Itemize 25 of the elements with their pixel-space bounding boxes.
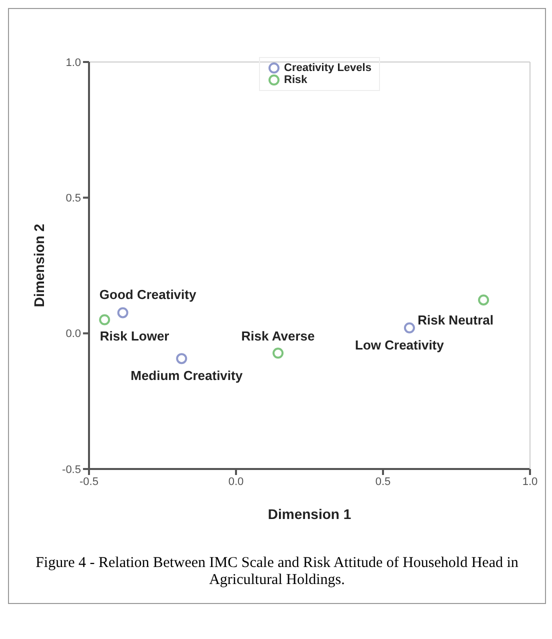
y-tick-label: 0.0 [66, 328, 81, 340]
point [176, 353, 188, 364]
annotation: Risk Averse [241, 328, 315, 344]
caption: Figure 4 - Relation Between IMC Scale and Risk Attitude of Household Head in Agricultural Holdings. [34, 554, 520, 590]
annotation: Risk Lower [100, 328, 170, 344]
point [117, 307, 128, 318]
y-tick-label: 0.5 [66, 192, 81, 205]
x-tick-label: 0.5 [375, 476, 391, 488]
x-tick-label: 1.0 [522, 476, 538, 488]
x-tick-label: -0.5 [80, 476, 98, 488]
y-tick-label: 1.0 [66, 56, 81, 69]
point [272, 348, 284, 359]
x-tick-label: 0.0 [228, 476, 244, 488]
x-axis-title: Dimension 1 [268, 506, 352, 522]
point [404, 322, 415, 334]
legend-label: Creativity Levels [284, 62, 372, 74]
annotation: Low Creativity [355, 337, 445, 352]
point [478, 294, 490, 306]
legend-label: Risk [284, 74, 308, 86]
annotation: Good Creativity [99, 287, 197, 302]
y-axis-title: Dimension 2 [30, 224, 47, 308]
annotation: Medium Creativity [130, 368, 244, 384]
point [99, 314, 110, 326]
y-tick-label: -0.5 [62, 464, 81, 476]
annotation: Risk Neutral [418, 312, 494, 328]
